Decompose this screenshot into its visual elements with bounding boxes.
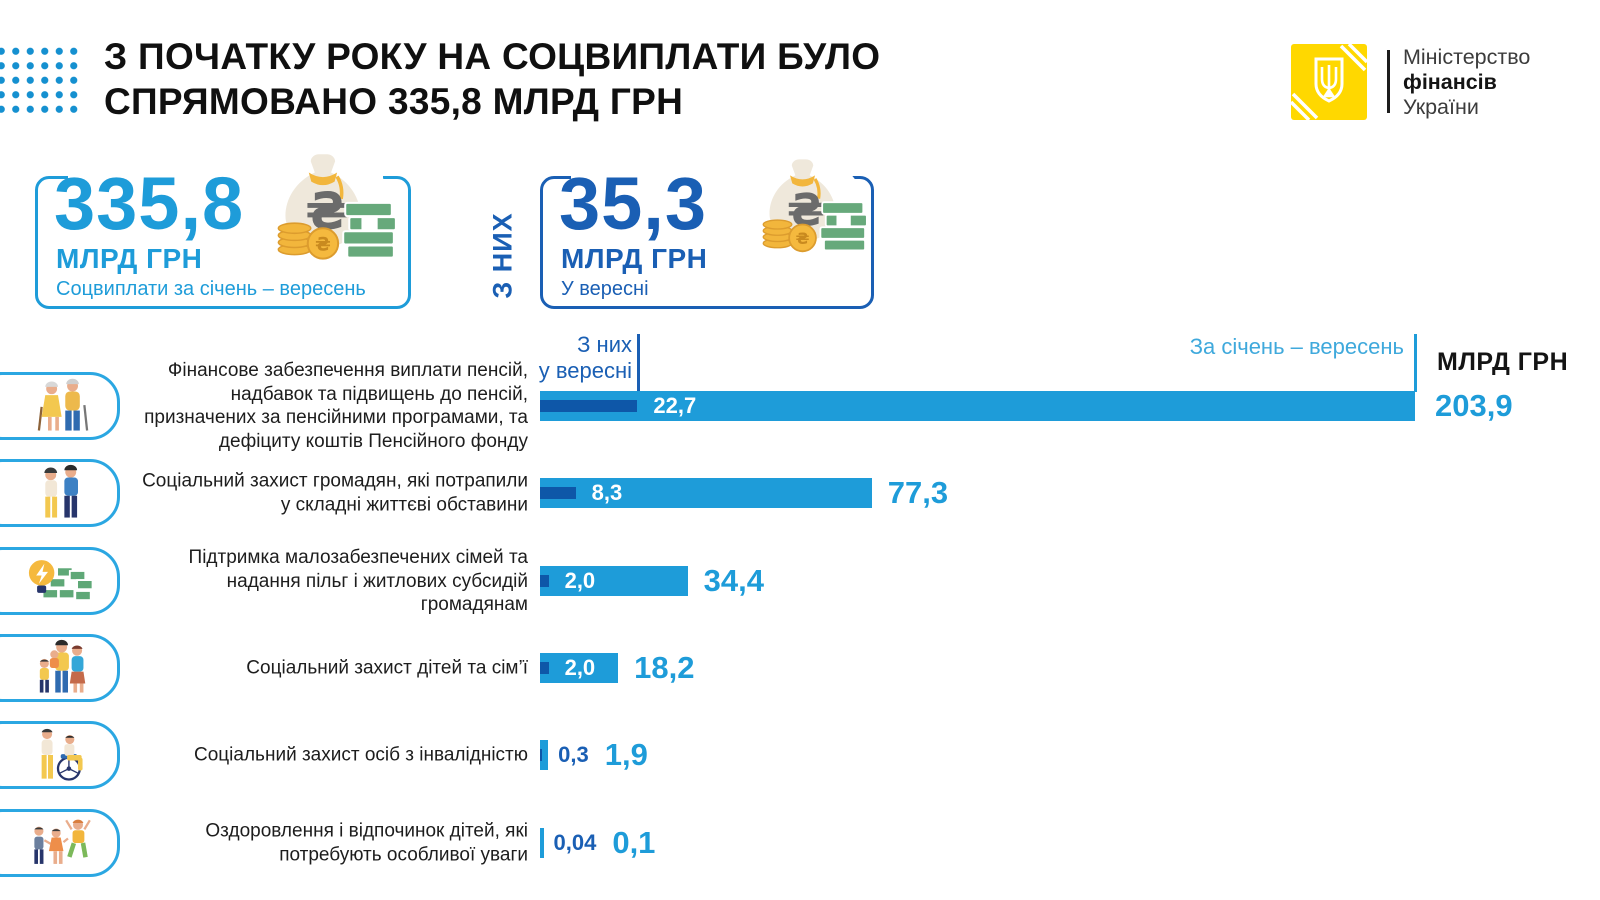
period-value-label: 0,1 bbox=[612, 825, 656, 860]
decorative-dot-grid bbox=[0, 44, 78, 115]
month-total-caption: У вересні bbox=[561, 278, 649, 300]
category-icon-box bbox=[0, 634, 120, 702]
category-label: Оздоровлення і відпочинок дітей, які пот… bbox=[205, 820, 528, 866]
category-label: Підтримка малозабезпечених сімей та нада… bbox=[188, 546, 528, 615]
bar-period bbox=[540, 740, 549, 770]
month-total-unit: МЛРД ГРН bbox=[561, 243, 708, 274]
bar-period: 2,0 bbox=[540, 566, 688, 596]
chart-row: Фінансове забезпечення виплати пенсій, н… bbox=[0, 360, 1600, 452]
ministry-name: Міністерство фінансів України bbox=[1403, 45, 1530, 120]
bar-chart: З них у вересні За січень – вересень МЛР… bbox=[0, 320, 1600, 900]
page-title-line1: З ПОЧАТКУ РОКУ НА СОЦВИПЛАТИ БУЛО bbox=[104, 36, 881, 77]
money-bag-icon bbox=[252, 146, 404, 273]
period-value-label: 34,4 bbox=[703, 563, 764, 598]
bar-period: 2,0 bbox=[540, 653, 619, 683]
chart-row: Оздоровлення і відпочинок дітей, які пот… bbox=[0, 799, 1600, 887]
ministry-name-line2: фінансів bbox=[1403, 70, 1497, 94]
category-icon-box bbox=[0, 721, 120, 789]
adults-icon bbox=[14, 463, 102, 523]
period-value-label: 18,2 bbox=[634, 650, 695, 685]
wheelchair-icon bbox=[14, 725, 102, 785]
bar-september bbox=[540, 575, 549, 587]
bar-group: 0,3 1,9 bbox=[540, 737, 648, 772]
category-icon-box bbox=[0, 459, 120, 527]
bar-group: 8,3 77,3 bbox=[540, 475, 949, 510]
category-label: Соціальний захист громадян, які потрапил… bbox=[142, 470, 528, 516]
category-label: Соціальний захист осіб з інвалідністю bbox=[194, 744, 528, 766]
bar-september bbox=[540, 662, 549, 674]
september-value-label: 8,3 bbox=[591, 480, 623, 505]
september-value-label: 2,0 bbox=[564, 655, 596, 680]
bar-group: 22,7 203,9 bbox=[540, 388, 1513, 423]
annotation-september-line2: у вересні bbox=[538, 358, 632, 383]
chart-row: Соціальний захист громадян, які потрапил… bbox=[0, 449, 1600, 537]
logo-divider bbox=[1387, 50, 1390, 113]
bar-period bbox=[540, 828, 544, 858]
category-label: Соціальний захист дітей та сім’ї bbox=[246, 657, 528, 679]
annotation-period: За січень – вересень bbox=[1189, 334, 1404, 359]
bar-group: 0,04 0,1 bbox=[540, 825, 656, 860]
annotation-september-line1: З них bbox=[577, 332, 632, 357]
ministry-name-line3: України bbox=[1403, 95, 1479, 119]
children-icon bbox=[14, 813, 102, 873]
category-icon-box bbox=[0, 372, 120, 440]
chart-row: Соціальний захист осіб з інвалідністю 0,3… bbox=[0, 711, 1600, 799]
stat-card-month-total: 35,3 МЛРД ГРН У вересні bbox=[540, 167, 874, 309]
stat-card-period-total: 335,8 МЛРД ГРН Соцвиплати за січень – ве… bbox=[35, 167, 411, 309]
connector-label: З НИХ bbox=[487, 212, 518, 299]
ministry-name-line1: Міністерство bbox=[1403, 45, 1531, 69]
period-value-label: 77,3 bbox=[887, 475, 949, 510]
september-value-label: 2,0 bbox=[564, 568, 596, 593]
september-value-label: 0,3 bbox=[558, 742, 589, 767]
september-value-label: 22,7 bbox=[653, 393, 697, 418]
category-icon-box bbox=[0, 547, 120, 615]
bar-group: 2,0 18,2 bbox=[540, 650, 695, 685]
page-title: З ПОЧАТКУ РОКУ НА СОЦВИПЛАТИ БУЛО СПРЯМО… bbox=[104, 34, 880, 124]
period-total-caption: Соцвиплати за січень – вересень bbox=[56, 278, 366, 300]
border-gap bbox=[571, 173, 841, 183]
border-gap bbox=[68, 173, 383, 183]
period-total-unit: МЛРД ГРН bbox=[56, 243, 203, 274]
axis-unit-header: МЛРД ГРН bbox=[1437, 348, 1569, 376]
annotation-september: З них у вересні bbox=[539, 332, 632, 384]
bar-group: 2,0 34,4 bbox=[540, 563, 764, 598]
period-total-value: 335,8 bbox=[54, 162, 245, 245]
bar-period: 8,3 bbox=[540, 478, 872, 508]
chart-row: Соціальний захист дітей та сім’ї 2,0 18,2 bbox=[0, 624, 1600, 712]
category-icon-box bbox=[0, 809, 120, 877]
money-bag-icon bbox=[740, 152, 874, 264]
category-label: Фінансове забезпечення виплати пенсій, н… bbox=[144, 360, 528, 452]
chart-row: Підтримка малозабезпечених сімей та нада… bbox=[0, 537, 1600, 625]
annotation-period-pointer bbox=[1414, 334, 1417, 392]
september-value-label: 0,04 bbox=[553, 830, 597, 855]
bar-september bbox=[540, 749, 542, 761]
bar-september bbox=[540, 400, 638, 412]
bulb-money-icon bbox=[14, 551, 102, 611]
period-value-label: 1,9 bbox=[604, 737, 648, 772]
annotation-september-pointer bbox=[637, 334, 640, 404]
month-total-value: 35,3 bbox=[559, 162, 708, 245]
family-icon bbox=[14, 638, 102, 698]
page-title-line2: СПРЯМОВАНО 335,8 МЛРД ГРН bbox=[104, 81, 684, 122]
elderly-couple-icon bbox=[14, 376, 102, 436]
bar-period: 22,7 bbox=[540, 391, 1415, 421]
bar-september bbox=[540, 487, 576, 499]
ministry-logo-icon bbox=[1289, 42, 1369, 122]
period-value-label: 203,9 bbox=[1435, 388, 1513, 423]
